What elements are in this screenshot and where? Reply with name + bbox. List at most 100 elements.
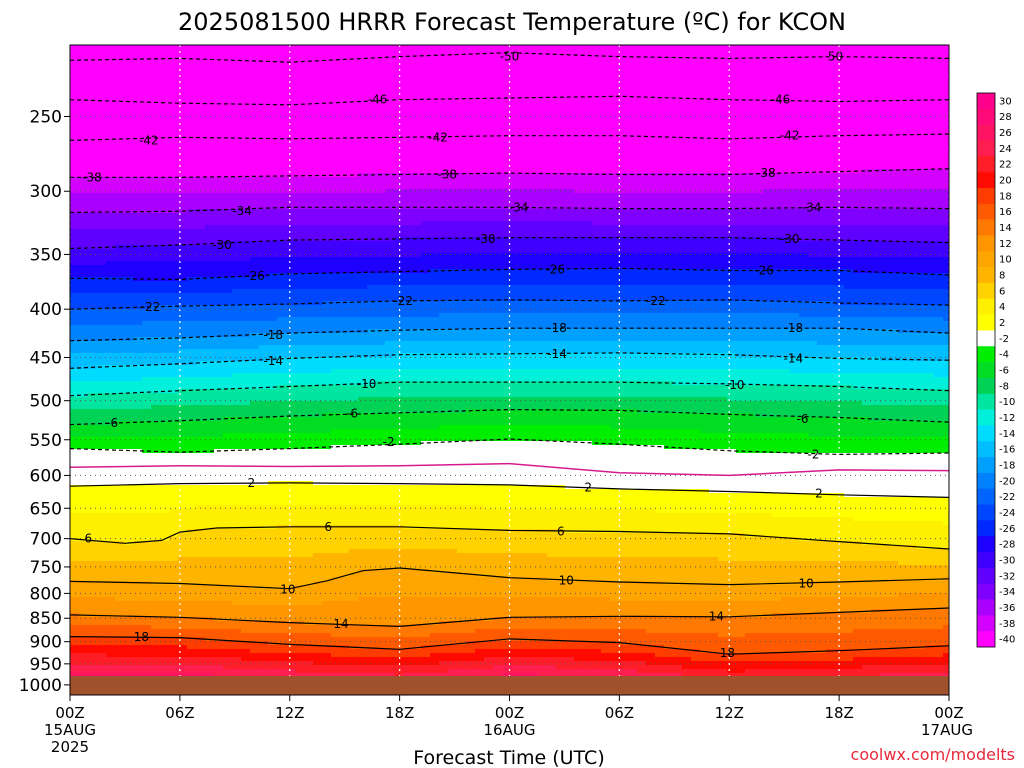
- fill-cell: [79, 145, 89, 150]
- fill-cell: [178, 185, 188, 190]
- fill-cell: [70, 105, 80, 110]
- fill-cell: [142, 501, 152, 506]
- fill-cell: [304, 429, 314, 434]
- fill-cell: [160, 517, 170, 522]
- fill-cell: [304, 137, 314, 142]
- fill-cell: [133, 661, 143, 666]
- fill-cell: [340, 349, 350, 354]
- fill-cell: [295, 209, 305, 214]
- fill-cell: [160, 461, 170, 466]
- fill-cell: [169, 253, 179, 258]
- fill-cell: [304, 89, 314, 94]
- fill-cell: [223, 161, 233, 166]
- fill-cell: [313, 597, 323, 602]
- fill-cell: [223, 141, 233, 146]
- fill-cell: [268, 185, 278, 190]
- fill-cell: [115, 585, 125, 590]
- fill-cell: [205, 261, 215, 266]
- fill-cell: [331, 557, 341, 562]
- fill-cell: [295, 429, 305, 434]
- fill-cell: [232, 581, 242, 586]
- fill-cell: [241, 369, 251, 374]
- fill-cell: [241, 389, 251, 394]
- fill-cell: [331, 193, 341, 198]
- fill-cell: [97, 285, 107, 290]
- fill-cell: [241, 65, 251, 70]
- fill-cell: [70, 269, 80, 274]
- fill-cell: [187, 633, 197, 638]
- fill-cell: [169, 193, 179, 198]
- fill-cell: [151, 157, 161, 162]
- fill-cell: [88, 557, 98, 562]
- fill-cell: [331, 377, 341, 382]
- fill-cell: [214, 625, 224, 630]
- fill-cell: [322, 369, 332, 374]
- fill-cell: [250, 401, 260, 406]
- fill-cell: [70, 645, 80, 650]
- fill-cell: [196, 553, 206, 558]
- fill-cell: [88, 273, 98, 278]
- fill-cell: [97, 469, 107, 474]
- fill-cell: [169, 601, 179, 606]
- fill-cell: [133, 321, 143, 326]
- fill-cell: [286, 69, 296, 74]
- fill-cell: [214, 193, 224, 198]
- fill-cell: [268, 533, 278, 538]
- fill-cell: [97, 257, 107, 262]
- fill-cell: [268, 109, 278, 114]
- fill-cell: [115, 149, 125, 154]
- fill-cell: [232, 633, 242, 638]
- fill-cell: [268, 409, 278, 414]
- fill-cell: [286, 457, 296, 462]
- fill-cell: [70, 637, 80, 642]
- fill-cell: [286, 433, 296, 438]
- fill-cell: [322, 569, 332, 574]
- fill-cell: [70, 325, 80, 330]
- fill-cell: [79, 213, 89, 218]
- fill-cell: [196, 489, 206, 494]
- fill-cell: [187, 129, 197, 134]
- fill-cell: [295, 149, 305, 154]
- fill-cell: [169, 661, 179, 666]
- fill-cell: [250, 629, 260, 634]
- fill-cell: [124, 669, 134, 674]
- fill-cell: [70, 621, 80, 626]
- fill-cell: [259, 137, 269, 142]
- fill-cell: [160, 621, 170, 626]
- fill-cell: [88, 189, 98, 194]
- fill-cell: [277, 65, 287, 70]
- fill-cell: [250, 529, 260, 534]
- fill-cell: [133, 221, 143, 226]
- fill-cell: [124, 269, 134, 274]
- fill-cell: [178, 149, 188, 154]
- fill-cell: [304, 81, 314, 86]
- fill-cell: [115, 581, 125, 586]
- fill-cell: [160, 545, 170, 550]
- fill-cell: [313, 133, 323, 138]
- fill-cell: [187, 85, 197, 90]
- fill-cell: [223, 329, 233, 334]
- fill-cell: [250, 165, 260, 170]
- fill-cell: [277, 553, 287, 558]
- fill-cell: [142, 609, 152, 614]
- fill-cell: [106, 345, 116, 350]
- fill-cell: [241, 133, 251, 138]
- fill-cell: [241, 125, 251, 130]
- fill-cell: [97, 45, 107, 50]
- fill-cell: [268, 57, 278, 62]
- fill-cell: [223, 561, 233, 566]
- fill-cell: [232, 505, 242, 510]
- fill-cell: [70, 185, 80, 190]
- fill-cell: [142, 97, 152, 102]
- fill-cell: [250, 125, 260, 130]
- fill-cell: [124, 249, 134, 254]
- fill-cell: [88, 381, 98, 386]
- fill-cell: [106, 165, 116, 170]
- fill-cell: [115, 621, 125, 626]
- fill-cell: [232, 153, 242, 158]
- fill-cell: [187, 325, 197, 330]
- fill-cell: [295, 165, 305, 170]
- fill-cell: [304, 637, 314, 642]
- fill-cell: [196, 69, 206, 74]
- fill-cell: [277, 161, 287, 166]
